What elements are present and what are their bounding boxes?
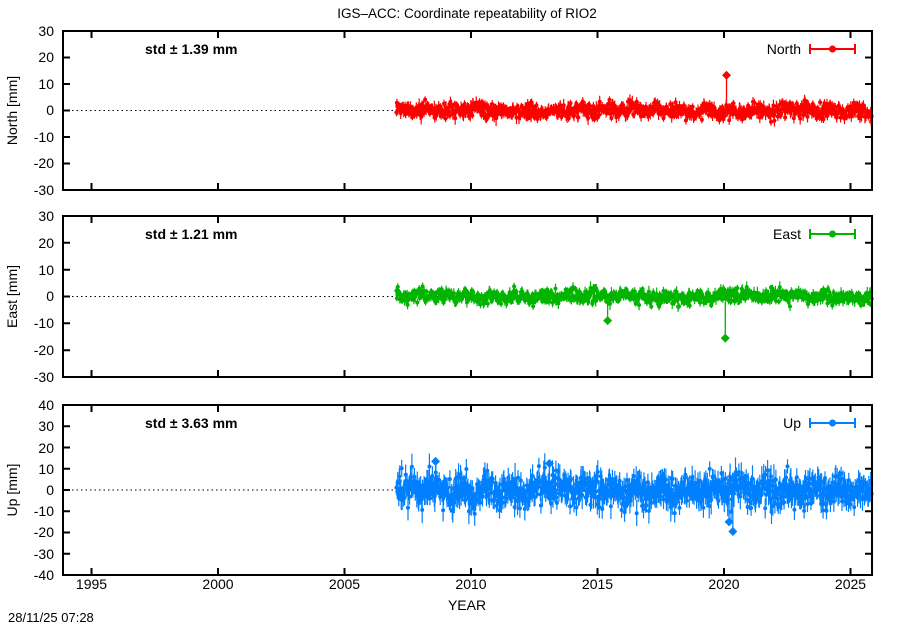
- panel-up-points: [394, 453, 874, 536]
- ytick-label: 10: [38, 76, 54, 92]
- panel-east-points: [394, 281, 874, 343]
- panel-north-std-label: std ± 1.39 mm: [145, 41, 238, 57]
- panel-up-std-label: std ± 3.63 mm: [145, 415, 238, 431]
- ytick-label: 10: [38, 262, 54, 278]
- ytick-label: 30: [38, 418, 54, 434]
- outlier-point: [544, 458, 554, 468]
- panel-up-legend-dot: [829, 419, 836, 427]
- panel-up-frame: [62, 404, 873, 576]
- up-data-points: [394, 464, 874, 516]
- ytick-label: -20: [34, 342, 54, 358]
- outlier-point: [720, 333, 730, 343]
- panel-north-points: [394, 70, 874, 127]
- ytick-label: -20: [34, 524, 54, 540]
- east-data-points: [394, 284, 874, 309]
- xtick-label: 2010: [455, 576, 486, 592]
- panel-east-ytick-labels: 30 20 10 0 -10 -20 -30: [34, 208, 54, 385]
- panel-north-ylabel: North [mm]: [4, 76, 20, 145]
- panel-up-ylabel: Up [mm]: [4, 464, 20, 517]
- panel-up-legend-label: Up: [783, 415, 801, 431]
- ytick-label: 10: [38, 461, 54, 477]
- ytick-label: 30: [38, 208, 54, 224]
- ytick-label: -30: [34, 546, 54, 562]
- ytick-label: -10: [34, 129, 54, 145]
- north-data-points: [394, 97, 874, 124]
- panel-north-legend-dot: [829, 45, 836, 53]
- ytick-label: -10: [34, 503, 54, 519]
- xtick-label: 2000: [202, 576, 233, 592]
- ytick-label: 0: [46, 102, 54, 118]
- ytick-label: 20: [38, 440, 54, 456]
- x-axis-title: YEAR: [448, 597, 486, 613]
- ytick-label: 0: [46, 482, 54, 498]
- timestamp: 28/11/25 07:28: [8, 610, 94, 625]
- x-axis: 1995 2000 2005 2010 2015 2020 2025 YEAR: [76, 576, 866, 613]
- panel-east-legend-dot: [829, 230, 836, 238]
- panel-east-std-label: std ± 1.21 mm: [145, 226, 238, 242]
- panel-up-ytick-labels: 40 30 20 10 0 -10 -20 -30 -40: [34, 397, 54, 583]
- outlier-point: [724, 517, 734, 527]
- ytick-label: -30: [34, 182, 54, 198]
- panel-north-legend-label: North: [767, 41, 801, 57]
- outlier-point: [603, 316, 613, 326]
- outlier-point: [722, 70, 732, 80]
- panel-east-frame: [62, 215, 873, 378]
- panel-east-ylabel: East [mm]: [4, 265, 20, 328]
- ytick-label: -10: [34, 315, 54, 331]
- ytick-label: 0: [46, 288, 54, 304]
- ytick-label: 30: [38, 23, 54, 39]
- outlier-point: [728, 526, 738, 536]
- ytick-label: -30: [34, 369, 54, 385]
- panel-north: North [mm] std ± 1.39 mm North 30 20 10 …: [4, 23, 874, 198]
- panel-north-ytick-labels: 30 20 10 0 -10 -20 -30: [34, 23, 54, 198]
- ytick-label: -40: [34, 567, 54, 583]
- panel-east-legend-label: East: [773, 226, 801, 242]
- panel-north-frame: [62, 30, 873, 191]
- ytick-label: 40: [38, 397, 54, 413]
- xtick-label: 2020: [708, 576, 739, 592]
- ytick-label: 20: [38, 49, 54, 65]
- xtick-label: 2025: [835, 576, 866, 592]
- ytick-label: -20: [34, 155, 54, 171]
- xtick-label: 2015: [582, 576, 613, 592]
- xtick-label: 1995: [76, 576, 107, 592]
- xtick-label: 2005: [329, 576, 360, 592]
- ytick-label: 20: [38, 235, 54, 251]
- chart-title: IGS–ACC: Coordinate repeatability of RIO…: [337, 6, 597, 21]
- panel-up: Up [mm] std ± 3.63 mm Up 40 30 20 10 0 -…: [4, 397, 874, 583]
- panel-east: East [mm] std ± 1.21 mm East 30 20 10 0 …: [4, 208, 874, 385]
- outlier-point: [431, 456, 441, 466]
